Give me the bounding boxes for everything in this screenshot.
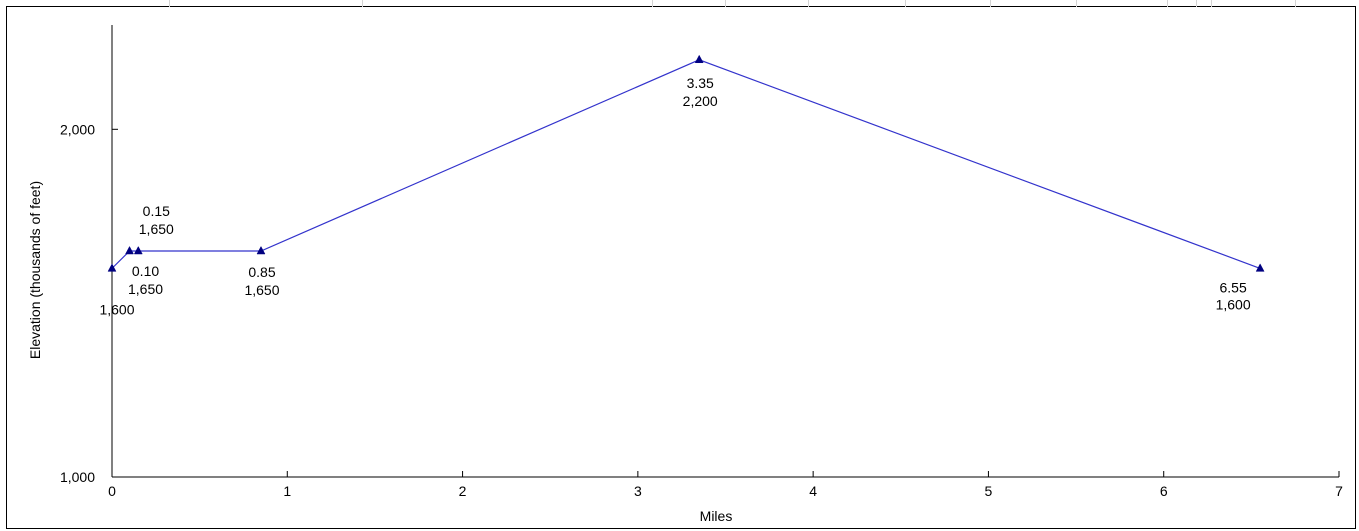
- x-tick-label: 4: [809, 483, 817, 499]
- chart-area[interactable]: [6, 6, 1356, 529]
- x-tick-label: 6: [1160, 483, 1168, 499]
- triangle-marker: [694, 54, 704, 64]
- data-label-elevation: 1,600: [99, 301, 134, 317]
- data-labels: 1,600 0.10 1,650 0.15 1,650 0.85 1,650 3.35 2,20…: [99, 75, 1250, 318]
- data-label-miles: 6.55: [1219, 279, 1246, 295]
- spreadsheet-gridline: [1167, 0, 1168, 7]
- spreadsheet-gridline: [1076, 0, 1077, 7]
- data-label-elevation: 1,650: [128, 281, 163, 297]
- axes: [111, 25, 1339, 478]
- elevation-series-line: [111, 59, 1261, 269]
- spreadsheet-gridline: [1211, 0, 1212, 7]
- triangle-marker: [1255, 263, 1265, 272]
- triangle-marker: [125, 245, 134, 255]
- data-label-miles: 0.15: [143, 203, 170, 219]
- data-label-elevation: 1,600: [1216, 296, 1251, 312]
- y-tick-label: 2,000: [60, 121, 95, 137]
- spreadsheet-gridline: [652, 0, 653, 7]
- data-label-miles: 3.35: [687, 75, 714, 91]
- data-label-elevation: 2,200: [683, 93, 718, 109]
- y-tick-label: 1,000: [60, 469, 95, 485]
- x-tick-label: 3: [634, 483, 642, 499]
- data-label-miles: 0.85: [248, 264, 275, 280]
- spreadsheet-gridline: [725, 0, 726, 7]
- spreadsheet-gridline: [905, 0, 906, 7]
- y-axis-title: Elevation (thousands of feet): [27, 181, 43, 359]
- x-axis-title: Miles: [700, 508, 733, 524]
- spreadsheet-gridline: [808, 0, 809, 7]
- ticks: 0 1 2 3 4 5 6 7 1,000 2,000: [60, 121, 1343, 499]
- x-tick-label: 2: [459, 483, 467, 499]
- x-tick-label: 1: [283, 483, 291, 499]
- triangle-marker: [133, 245, 143, 255]
- spreadsheet-gridline: [1295, 0, 1296, 7]
- data-label-miles: 0.10: [132, 263, 159, 279]
- triangle-marker: [107, 263, 117, 272]
- x-tick-label: 0: [108, 483, 116, 499]
- data-label-elevation: 1,650: [139, 221, 174, 237]
- x-tick-label: 7: [1335, 483, 1343, 499]
- spreadsheet-gridlines: [0, 0, 1359, 7]
- spreadsheet-gridline: [1196, 0, 1197, 7]
- x-tick-label: 5: [985, 483, 993, 499]
- data-label-elevation: 1,650: [244, 282, 279, 298]
- spreadsheet-gridline: [362, 0, 363, 7]
- triangle-marker: [256, 245, 266, 255]
- spreadsheet-gridline: [990, 0, 991, 7]
- series: [107, 54, 1265, 272]
- spreadsheet-gridline: [169, 0, 170, 7]
